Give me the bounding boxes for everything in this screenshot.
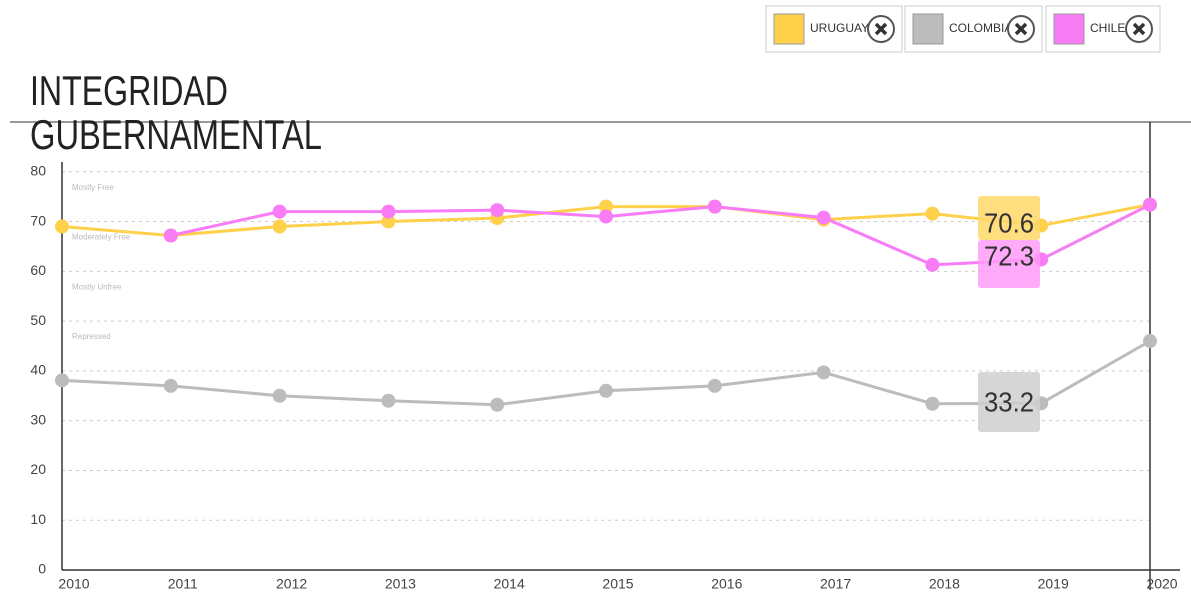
chart-title: INTEGRIDAD [30,67,228,114]
legend-label: URUGUAY [810,21,869,35]
remove-icon [874,22,888,36]
tooltip-box [978,372,1040,432]
tooltip-value: 70.6 [984,207,1034,238]
data-point [272,204,287,219]
data-point [272,388,287,403]
data-point [599,199,613,214]
data-point [381,393,396,408]
band-label: Mostly Unfree [72,282,122,291]
legend-label: CHILE [1090,21,1125,35]
x-tick-label: 2015 [602,576,633,592]
data-point [925,206,940,221]
x-tick-label: 2017 [820,576,851,592]
tooltip-box [978,196,1040,240]
data-point [163,378,178,393]
y-tick-label: 30 [30,411,46,427]
x-tick-label: 2019 [1038,576,1069,592]
x-tick-label: 2016 [711,576,742,592]
x-tick-label: 2020 [1146,576,1177,592]
data-point [272,219,287,234]
data-point [707,378,722,393]
tooltip-box [978,240,1040,288]
y-tick-label: 40 [30,362,46,378]
data-point [55,373,69,388]
y-tick-label: 0 [38,561,46,577]
x-tick-label: 2013 [385,576,416,592]
x-tick-label: 2011 [168,576,198,592]
legend-swatch [1053,13,1085,45]
x-tick-label: 2014 [494,576,525,592]
data-point [490,397,505,412]
data-point [1143,334,1157,349]
y-tick-label: 50 [30,312,46,328]
data-point [381,214,396,229]
data-point [55,219,69,234]
data-point [490,203,505,218]
x-tick-label: 2012 [276,576,307,592]
chart-title: GUBERNAMENTAL [30,111,322,158]
band-label: Mostly Free [72,183,114,192]
data-point [816,210,831,225]
y-tick-label: 60 [30,262,46,278]
data-point [381,204,396,219]
data-point [816,365,831,380]
data-point [1143,197,1157,212]
data-point [163,228,178,243]
y-tick-label: 80 [30,162,46,178]
tooltip-value: 72.3 [984,240,1034,271]
legend-swatch [773,13,805,45]
data-point [599,383,613,398]
remove-icon [1132,22,1146,36]
data-point [599,209,613,224]
data-point [707,199,722,214]
legend-swatch [912,13,944,45]
y-tick-label: 10 [30,511,46,527]
y-tick-label: 70 [30,212,46,228]
band-label: Moderately Free [72,233,131,242]
data-point [925,396,940,411]
legend-label: COLOMBIA [949,21,1012,35]
band-label: Repressed [72,332,111,341]
y-tick-label: 20 [30,461,46,477]
data-point [925,257,940,272]
x-tick-label: 2010 [58,576,89,592]
remove-icon [1014,22,1028,36]
tooltip-value: 33.2 [984,386,1034,417]
x-tick-label: 2018 [929,576,960,592]
